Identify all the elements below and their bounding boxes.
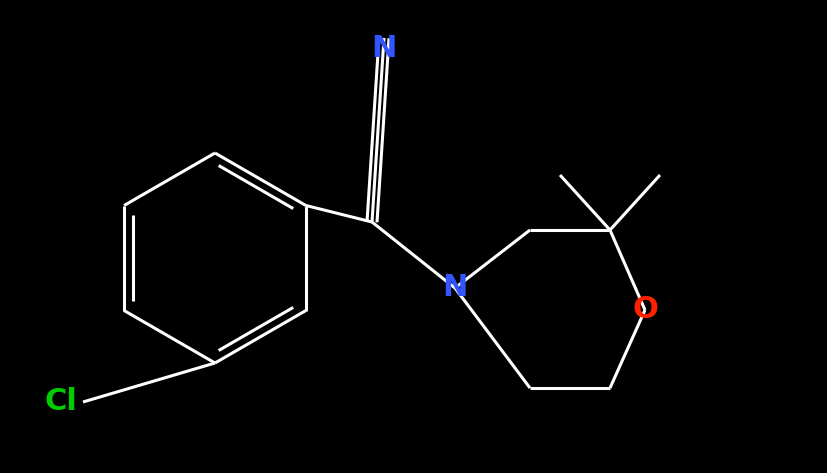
Text: O: O bbox=[632, 296, 658, 324]
Text: Cl: Cl bbox=[45, 387, 78, 417]
Text: N: N bbox=[371, 34, 397, 62]
Text: N: N bbox=[442, 273, 468, 303]
